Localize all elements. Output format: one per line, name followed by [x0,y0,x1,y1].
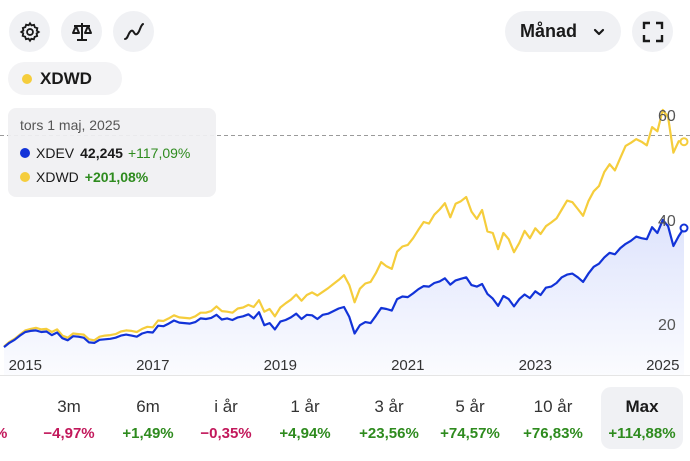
tooltip-series-value: 42,245 [80,145,123,161]
series-line-xdev [3,218,685,348]
tooltip-series-change: +201,08% [84,169,149,185]
range-change: +23,56% [359,425,419,442]
tooltip-series-name: XDEV [36,145,75,161]
range-change: +1,49% [122,425,174,442]
range-button-10-år[interactable]: 10 år +76,83% [511,387,595,449]
range-change: −0,35% [200,425,252,442]
fullscreen-button[interactable] [632,11,673,52]
range-button-3-år[interactable]: 3 år +23,56% [347,387,431,449]
xdev-area-fill [4,219,684,375]
series-line-xdwd [3,108,685,348]
series-color-dot [20,172,30,182]
series-end-marker-xdev [679,223,689,233]
time-range-selector: % 3m −4,97% 6m +1,49% i år −0,35% 1 år +4,94% 3 å… [0,385,690,453]
tooltip-date: tors 1 maj, 2025 [20,117,121,133]
range-label: 1 år [290,397,320,416]
instrument-chip-xdwd[interactable]: XDWD [8,62,122,95]
range-label: 5 år [455,397,485,416]
chart-tooltip: tors 1 maj, 2025 XDEV 42,245 +117,09% XD… [8,108,216,197]
gear-icon [19,21,40,42]
compare-button[interactable] [61,11,102,52]
x-tick-label: 2023 [518,357,552,374]
period-select[interactable]: Månad [505,11,621,52]
series-color-dot [20,148,30,158]
range-button-3m[interactable]: 3m −4,97% [27,387,111,449]
price-chart[interactable] [0,95,690,375]
series-color-dot [22,73,32,84]
range-label: 3 år [374,397,404,416]
tooltip-row-xdwd: XDWD +201,08% [20,165,204,189]
range-button-partial[interactable]: % [0,387,38,449]
range-label: i år [214,397,238,416]
x-tick-label: 2021 [391,357,425,374]
line-wave-icon [123,22,144,40]
settings-button[interactable] [9,11,50,52]
range-change: −4,97% [43,425,95,442]
x-tick-label: 2019 [263,357,297,374]
range-button-5-år[interactable]: 5 år +74,57% [428,387,512,449]
series-end-marker-xdwd [679,137,689,147]
range-label: 6m [136,397,160,416]
range-label: 10 år [533,397,573,416]
chart-type-button[interactable] [113,11,154,52]
range-change: +4,94% [279,425,331,442]
x-tick-label: 2015 [8,357,42,374]
y-tick-label: 40 [658,212,676,230]
x-tick-label: 2017 [136,357,170,374]
range-change: +76,83% [523,425,583,442]
scale-icon [71,22,92,41]
range-button-1-år[interactable]: 1 år +4,94% [263,387,347,449]
chevron-down-icon [593,28,605,36]
tooltip-series-change: +117,09% [127,145,191,161]
divider [0,375,690,376]
range-button-6m[interactable]: 6m +1,49% [106,387,190,449]
tooltip-row-xdev: XDEV 42,245 +117,09% [20,141,204,165]
x-tick-label: 2025 [646,357,680,374]
expand-corners-icon [642,21,663,42]
range-button-i-år[interactable]: i år −0,35% [184,387,268,449]
y-tick-label: 60 [658,108,676,126]
range-change: +114,88% [608,425,676,442]
range-change: % [0,425,38,442]
y-tick-label: 20 [658,316,676,334]
range-change: +74,57% [440,425,500,442]
tooltip-series-name: XDWD [36,169,79,185]
range-button-max[interactable]: Max +114,88% [601,387,683,449]
range-label: 3m [57,397,81,416]
period-value: Månad [520,21,578,41]
range-label: Max [625,397,659,416]
chart-toolbar: Månad [0,0,690,62]
instrument-chip-label: XDWD [40,68,92,88]
